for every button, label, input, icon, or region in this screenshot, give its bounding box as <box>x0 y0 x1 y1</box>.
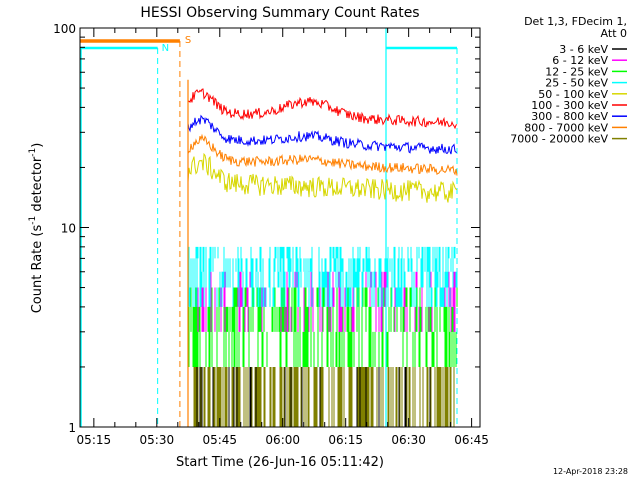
y-tick-label: 10 <box>61 222 76 236</box>
series-trace <box>187 152 458 203</box>
saa-flag-label: S <box>185 35 191 46</box>
x-tick-label: 05:15 <box>77 433 112 447</box>
legend-label: 800 - 7000 keV <box>524 121 608 134</box>
legend-label: 3 - 6 keV <box>559 43 608 56</box>
legend-label: 25 - 50 keV <box>545 77 608 90</box>
legend-label: 100 - 300 keV <box>531 99 608 112</box>
plot-data-area: NS <box>80 28 458 427</box>
legend-label: 12 - 25 keV <box>545 65 608 78</box>
legend-header-line-2: Att 0 <box>601 27 627 40</box>
x-tick-label: 06:15 <box>328 433 363 447</box>
axes: 1 10 100 05:15 05:30 05:45 06:00 06:15 06:30 06:4… <box>53 22 489 447</box>
x-tick-label: 05:45 <box>202 433 237 447</box>
legend-label: 7000 - 20000 keV <box>510 133 608 146</box>
series-trace <box>187 88 458 130</box>
series-trace <box>187 114 458 155</box>
footer-date: 12-Apr-2018 23:28 <box>553 467 628 476</box>
y-axis-label: Count Rate (s-1 detector-1) <box>28 143 45 314</box>
night-flag-label: N <box>162 43 169 54</box>
y-tick-label: 100 <box>53 22 76 36</box>
legend-header-line-1: Det 1,3, FDecim 1, <box>524 15 627 28</box>
series-trace <box>187 133 458 176</box>
legend-label: 6 - 12 keV <box>552 54 608 67</box>
x-tick-label: 05:30 <box>140 433 175 447</box>
x-tick-label: 06:30 <box>391 433 426 447</box>
x-tick-label: 06:45 <box>454 433 489 447</box>
y-tick-label: 1 <box>68 421 76 435</box>
chart-title: HESSI Observing Summary Count Rates <box>140 5 419 21</box>
legend-label: 300 - 800 keV <box>531 110 608 123</box>
x-tick-label: 06:00 <box>265 433 300 447</box>
x-axis-label: Start Time (26-Jun-16 05:11:42) <box>176 455 384 470</box>
legend-label: 50 - 100 keV <box>538 88 608 101</box>
